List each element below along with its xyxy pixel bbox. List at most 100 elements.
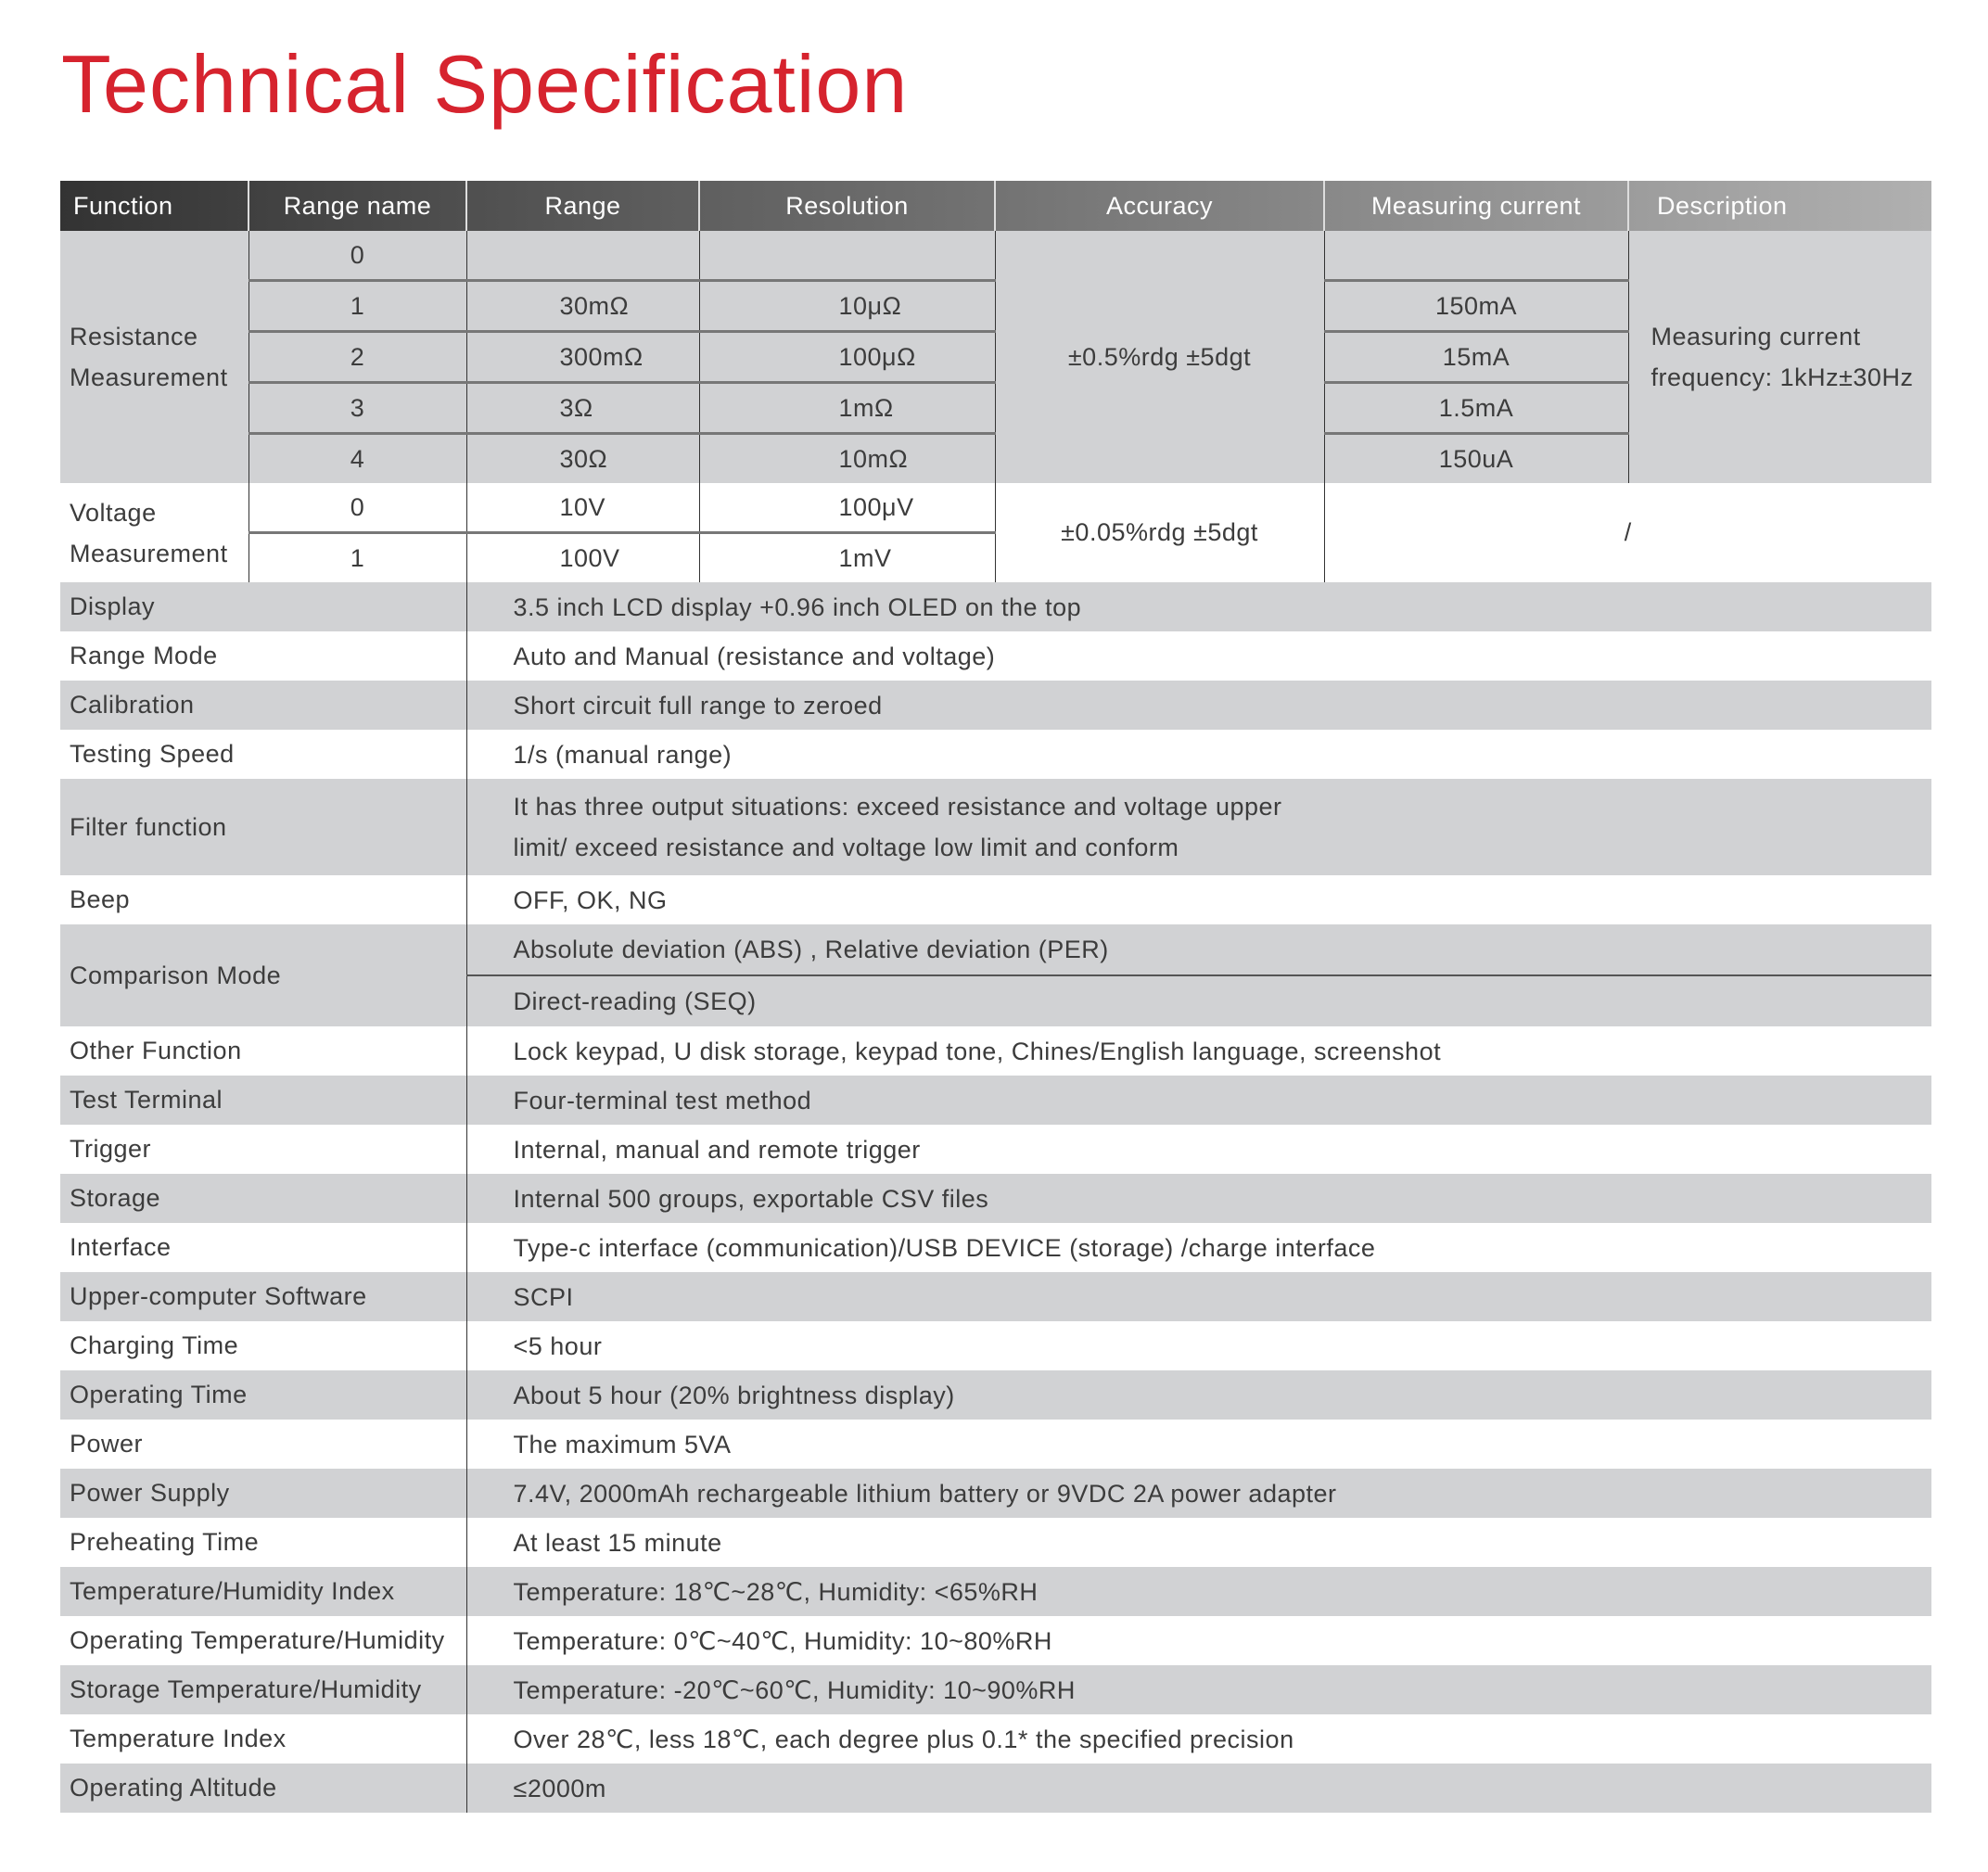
range-cell: [465, 231, 699, 281]
voltage-current-description: /: [1323, 483, 1931, 582]
spec-value: About 5 hour (20% brightness display): [465, 1370, 1931, 1420]
spec-label: Operating Time: [70, 1381, 248, 1408]
spec-label: Upper-computer Software: [70, 1282, 367, 1310]
spec-value: SCPI: [465, 1272, 1931, 1321]
range-cell: 100V: [465, 531, 699, 582]
spec-value-line: About 5 hour (20% brightness display): [513, 1381, 955, 1409]
header-description: Description: [1627, 181, 1931, 231]
range-cell: 30mΩ: [465, 279, 699, 332]
header-range: Range: [465, 181, 699, 231]
spec-row: Temperature Index Over 28℃, less 18℃, eac…: [60, 1714, 1931, 1764]
resolution-cell: 1mΩ: [698, 381, 995, 434]
header-measuring-current: Measuring current: [1323, 181, 1628, 231]
spec-value: Temperature: -20℃~60℃, Humidity: 10~90%R…: [465, 1665, 1931, 1714]
page-title: Technical Specification: [61, 38, 909, 130]
spec-label: Test Terminal: [70, 1086, 223, 1114]
spec-label: Display: [70, 592, 156, 620]
resistance-accuracy: ±0.5%rdg ±5dgt: [994, 231, 1324, 483]
spec-row: Power The maximum 5VA: [60, 1420, 1931, 1469]
spec-label: Storage: [70, 1184, 161, 1212]
spec-value: 1/s (manual range): [465, 730, 1931, 779]
spec-row: Range Mode Auto and Manual (resistance an…: [60, 631, 1931, 681]
header-function: Function: [73, 191, 173, 220]
spec-value-line: Short circuit full range to zeroed: [513, 691, 883, 720]
spec-row: Other Function Lock keypad, U disk storag…: [60, 1026, 1931, 1076]
voltage-function: Voltage Measurement: [70, 498, 228, 567]
spec-value-line: It has three output situations: exceed r…: [513, 793, 1282, 821]
spec-label: Power Supply: [70, 1479, 230, 1507]
spec-value-line: Temperature: 0℃~40℃, Humidity: 10~80%RH: [513, 1626, 1052, 1655]
spec-value-line: ≤2000m: [513, 1774, 606, 1802]
spec-value-line: Internal 500 groups, exportable CSV file…: [513, 1184, 989, 1213]
resistance-function: Resistance Measurement: [70, 323, 228, 391]
spec-row: Comparison Mode Absolute deviation (ABS) …: [60, 924, 1931, 989]
spec-value: Absolute deviation (ABS) , Relative devi…: [465, 924, 1931, 975]
table-header-row: Function Range name Range Resolution Acc…: [60, 181, 1931, 231]
spec-value-line: Auto and Manual (resistance and voltage): [513, 642, 996, 670]
spec-value-line: 7.4V, 2000mAh rechargeable lithium batte…: [513, 1479, 1337, 1508]
header-accuracy: Accuracy: [994, 181, 1324, 231]
range-cell: 30Ω: [465, 432, 699, 483]
header-range-name: Range name: [248, 181, 466, 231]
spec-row: Direct-reading (SEQ): [60, 974, 1931, 1026]
spec-value-line: Four-terminal test method: [513, 1086, 812, 1114]
spec-value: Internal, manual and remote trigger: [465, 1125, 1931, 1174]
spec-row: Operating Altitude ≤2000m: [60, 1764, 1931, 1813]
spec-value: It has three output situations: exceed r…: [465, 779, 1931, 875]
spec-row: Interface Type-c interface (communication…: [60, 1223, 1931, 1272]
header-resolution: Resolution: [698, 181, 995, 231]
range-cell: 10V: [465, 483, 699, 533]
spec-row: Calibration Short circuit full range to z…: [60, 681, 1931, 730]
spec-row: Charging Time <5 hour: [60, 1321, 1931, 1370]
spec-value: Four-terminal test method: [465, 1076, 1931, 1125]
spec-label: Interface: [70, 1233, 172, 1261]
spec-value-line: Temperature: -20℃~60℃, Humidity: 10~90%R…: [513, 1675, 1076, 1704]
spec-value: Short circuit full range to zeroed: [465, 681, 1931, 730]
spec-row: Trigger Internal, manual and remote trigg…: [60, 1125, 1931, 1174]
spec-value: At least 15 minute: [465, 1518, 1931, 1567]
spec-value: Direct-reading (SEQ): [465, 974, 1931, 1026]
spec-label: Operating Altitude: [70, 1774, 277, 1802]
spec-label: Calibration: [70, 691, 195, 719]
spec-value-line: Type-c interface (communication)/USB DEV…: [513, 1233, 1376, 1262]
spec-value-line: Internal, manual and remote trigger: [513, 1135, 921, 1164]
voltage-accuracy: ±0.05%rdg ±5dgt: [994, 483, 1324, 582]
range-name-cell: 2: [248, 330, 466, 383]
spec-value: ≤2000m: [465, 1764, 1931, 1813]
spec-row: Temperature/Humidity Index Temperature: 1…: [60, 1567, 1931, 1616]
spec-label: Beep: [70, 885, 131, 913]
spec-value-line: Over 28℃, less 18℃, each degree plus 0.1…: [513, 1725, 1294, 1753]
spec-value-line: At least 15 minute: [513, 1528, 722, 1557]
spec-label: Charging Time: [70, 1331, 239, 1359]
spec-value-line: 3.5 inch LCD display +0.96 inch OLED on …: [513, 592, 1082, 621]
spec-value: Internal 500 groups, exportable CSV file…: [465, 1174, 1931, 1223]
spec-label: Comparison Mode: [70, 961, 282, 989]
current-cell: 1.5mA: [1323, 381, 1628, 434]
spec-row: Storage Internal 500 groups, exportable C…: [60, 1174, 1931, 1223]
voltage-row: Voltage Measurement 0 10V 100μV ±0.05%rdg ±5d…: [60, 483, 1931, 582]
spec-value: The maximum 5VA: [465, 1420, 1931, 1469]
spec-value-line: OFF, OK, NG: [513, 885, 668, 914]
current-cell: 15mA: [1323, 330, 1628, 383]
spec-value: Temperature: 18℃~28℃, Humidity: <65%RH: [465, 1567, 1931, 1616]
spec-value: 3.5 inch LCD display +0.96 inch OLED on …: [465, 582, 1931, 631]
resistance-description: Measuring current frequency: 1kHz±30Hz: [1627, 231, 1931, 483]
spec-label: Filter function: [70, 812, 227, 841]
spec-row: Upper-computer Software SCPI: [60, 1272, 1931, 1321]
spec-value-line: <5 hour: [513, 1331, 603, 1360]
spec-value: Temperature: 0℃~40℃, Humidity: 10~80%RH: [465, 1616, 1931, 1665]
spec-value: Type-c interface (communication)/USB DEV…: [465, 1223, 1931, 1272]
spec-table: Function Range name Range Resolution Acc…: [60, 181, 1931, 1813]
spec-value: Lock keypad, U disk storage, keypad tone…: [465, 1026, 1931, 1076]
spec-row: Display 3.5 inch LCD display +0.96 inch O…: [60, 582, 1931, 631]
spec-label: Operating Temperature/Humidity: [70, 1626, 445, 1654]
spec-label: Trigger: [70, 1135, 152, 1163]
spec-value-line: SCPI: [513, 1282, 574, 1311]
resolution-cell: 10mΩ: [698, 432, 995, 483]
resolution-cell: 100μΩ: [698, 330, 995, 383]
spec-row: Beep OFF, OK, NG: [60, 875, 1931, 924]
current-cell: 150uA: [1323, 432, 1628, 483]
spec-label: Preheating Time: [70, 1528, 260, 1556]
range-name-cell: 0: [248, 231, 466, 281]
resistance-row: Resistance Measurement 0 ±0.5%rdg ±5dgt M…: [60, 231, 1931, 483]
